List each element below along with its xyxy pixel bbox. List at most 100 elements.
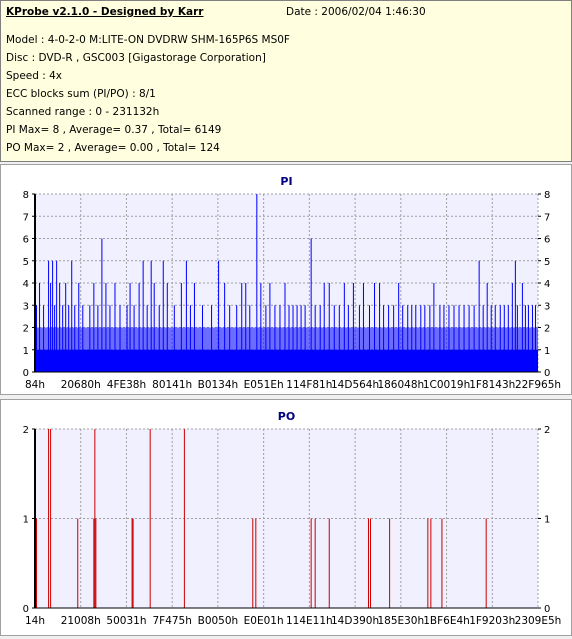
data-bar: [430, 518, 432, 608]
data-bar: [260, 283, 262, 372]
data-bar: [411, 305, 413, 372]
po-chart-panel: PO 0 0 1 1 2 2 14h 21008h 50031h 7F475h B0050h E0E01…: [0, 399, 572, 636]
data-bar: [93, 283, 95, 372]
data-bar: [62, 305, 64, 372]
data-bar: [482, 305, 484, 372]
data-bar: [59, 283, 61, 372]
data-bar: [343, 283, 345, 372]
info-line-pi: PI Max= 8 , Average= 0.37 , Total= 6149: [6, 124, 222, 136]
data-bar: [358, 305, 360, 372]
data-bar: [388, 305, 390, 372]
x-tick-label: E0E01h: [244, 615, 284, 627]
data-bar: [420, 305, 422, 372]
x-tick-label: 14h: [25, 615, 45, 627]
x-tick-label: 21008h: [61, 615, 101, 627]
data-bar: [201, 305, 204, 372]
data-bar: [146, 305, 148, 372]
data-bar: [503, 305, 505, 372]
data-bar: [314, 305, 316, 372]
data-bar: [224, 283, 226, 372]
x-tick-label: 186048h: [377, 379, 424, 391]
data-bar: [241, 283, 243, 372]
info-line-speed: Speed : 4x: [6, 70, 63, 82]
data-bar: [126, 305, 128, 372]
x-tick-label: 84h: [25, 379, 45, 391]
data-bar: [105, 283, 107, 372]
data-bar: [48, 429, 50, 608]
y-tick-label-left: 3: [23, 301, 29, 312]
x-tick-label: 1C0019h: [423, 379, 470, 391]
data-bar: [97, 305, 99, 372]
data-bar: [521, 283, 523, 372]
data-bar: [142, 260, 144, 372]
data-bar: [78, 283, 80, 372]
data-bar: [43, 305, 45, 372]
data-bar: [338, 305, 340, 372]
data-bar: [229, 305, 231, 372]
data-bar: [180, 283, 182, 372]
data-bar: [300, 305, 302, 372]
data-bar: [101, 238, 103, 372]
x-tick-label: 14D564h: [331, 379, 379, 391]
data-bar: [511, 283, 513, 372]
data-bar: [189, 305, 191, 372]
data-bar: [534, 305, 536, 372]
data-bar: [56, 260, 58, 372]
chart-title: PO: [278, 410, 295, 423]
data-bar: [89, 305, 91, 372]
x-tick-label: 114E11h: [286, 615, 333, 627]
x-tick-label: 114F81h: [286, 379, 332, 391]
data-bar: [245, 283, 247, 372]
data-bar: [524, 305, 526, 372]
info-line-po: PO Max= 2 , Average= 0.00 , Total= 124: [6, 142, 220, 154]
data-bar: [150, 260, 152, 372]
data-bar: [433, 283, 435, 372]
y-tick-label-right: 2: [544, 425, 550, 436]
chart-title: PI: [280, 175, 292, 188]
y-tick-label-left: 0: [23, 604, 29, 615]
data-bar: [153, 283, 155, 372]
y-tick-label-right: 0: [544, 368, 550, 379]
data-bar: [252, 518, 254, 608]
data-bar: [65, 283, 67, 372]
y-tick-label-left: 4: [23, 279, 29, 290]
data-bar: [218, 260, 220, 372]
data-bar: [274, 305, 276, 372]
data-bar: [347, 305, 349, 372]
data-bar: [368, 305, 370, 372]
plot-area: [35, 429, 538, 608]
data-bar: [138, 283, 140, 372]
x-tick-label: 1F9203h: [469, 615, 515, 627]
data-bar: [516, 305, 518, 372]
data-bar: [314, 518, 316, 608]
app-title: KProbe v2.1.0 - Designed by Karr: [6, 6, 204, 18]
y-tick-label-right: 2: [544, 324, 550, 335]
y-tick-label-left: 5: [23, 257, 29, 268]
y-tick-label-left: 8: [23, 190, 29, 201]
data-bar: [185, 260, 187, 372]
data-bar: [166, 283, 168, 372]
pi-chart: PI 0 0 1 1 2 2 3 3 4 4 5 5 6 6 7 7 8 8 84h 20680h 4FE38h 80141…: [23, 175, 561, 391]
x-tick-label: 80141h: [152, 379, 192, 391]
data-bar: [485, 518, 487, 608]
x-tick-label: 20680h: [61, 379, 101, 391]
info-line-disc: Disc : DVD-R , GSC003 [Gigastorage Corpo…: [6, 52, 266, 64]
data-bar: [424, 305, 426, 372]
data-bar: [279, 305, 281, 372]
data-bar: [39, 283, 41, 372]
data-bar: [173, 305, 175, 372]
x-tick-label: 1BF6E4h: [423, 615, 470, 627]
data-bar: [473, 305, 475, 372]
data-bar: [265, 305, 267, 372]
data-bar: [193, 283, 195, 372]
data-bar: [369, 518, 372, 608]
x-tick-label: E051Eh: [244, 379, 284, 391]
x-tick-label: 2309E5h: [515, 615, 562, 627]
data-bar: [292, 305, 294, 372]
x-tick-label: 22F965h: [515, 379, 561, 391]
data-bar: [74, 305, 76, 372]
data-bar: [109, 305, 111, 372]
data-bar: [319, 305, 321, 372]
data-bar: [249, 305, 251, 372]
x-tick-label: 1F8143h: [469, 379, 515, 391]
